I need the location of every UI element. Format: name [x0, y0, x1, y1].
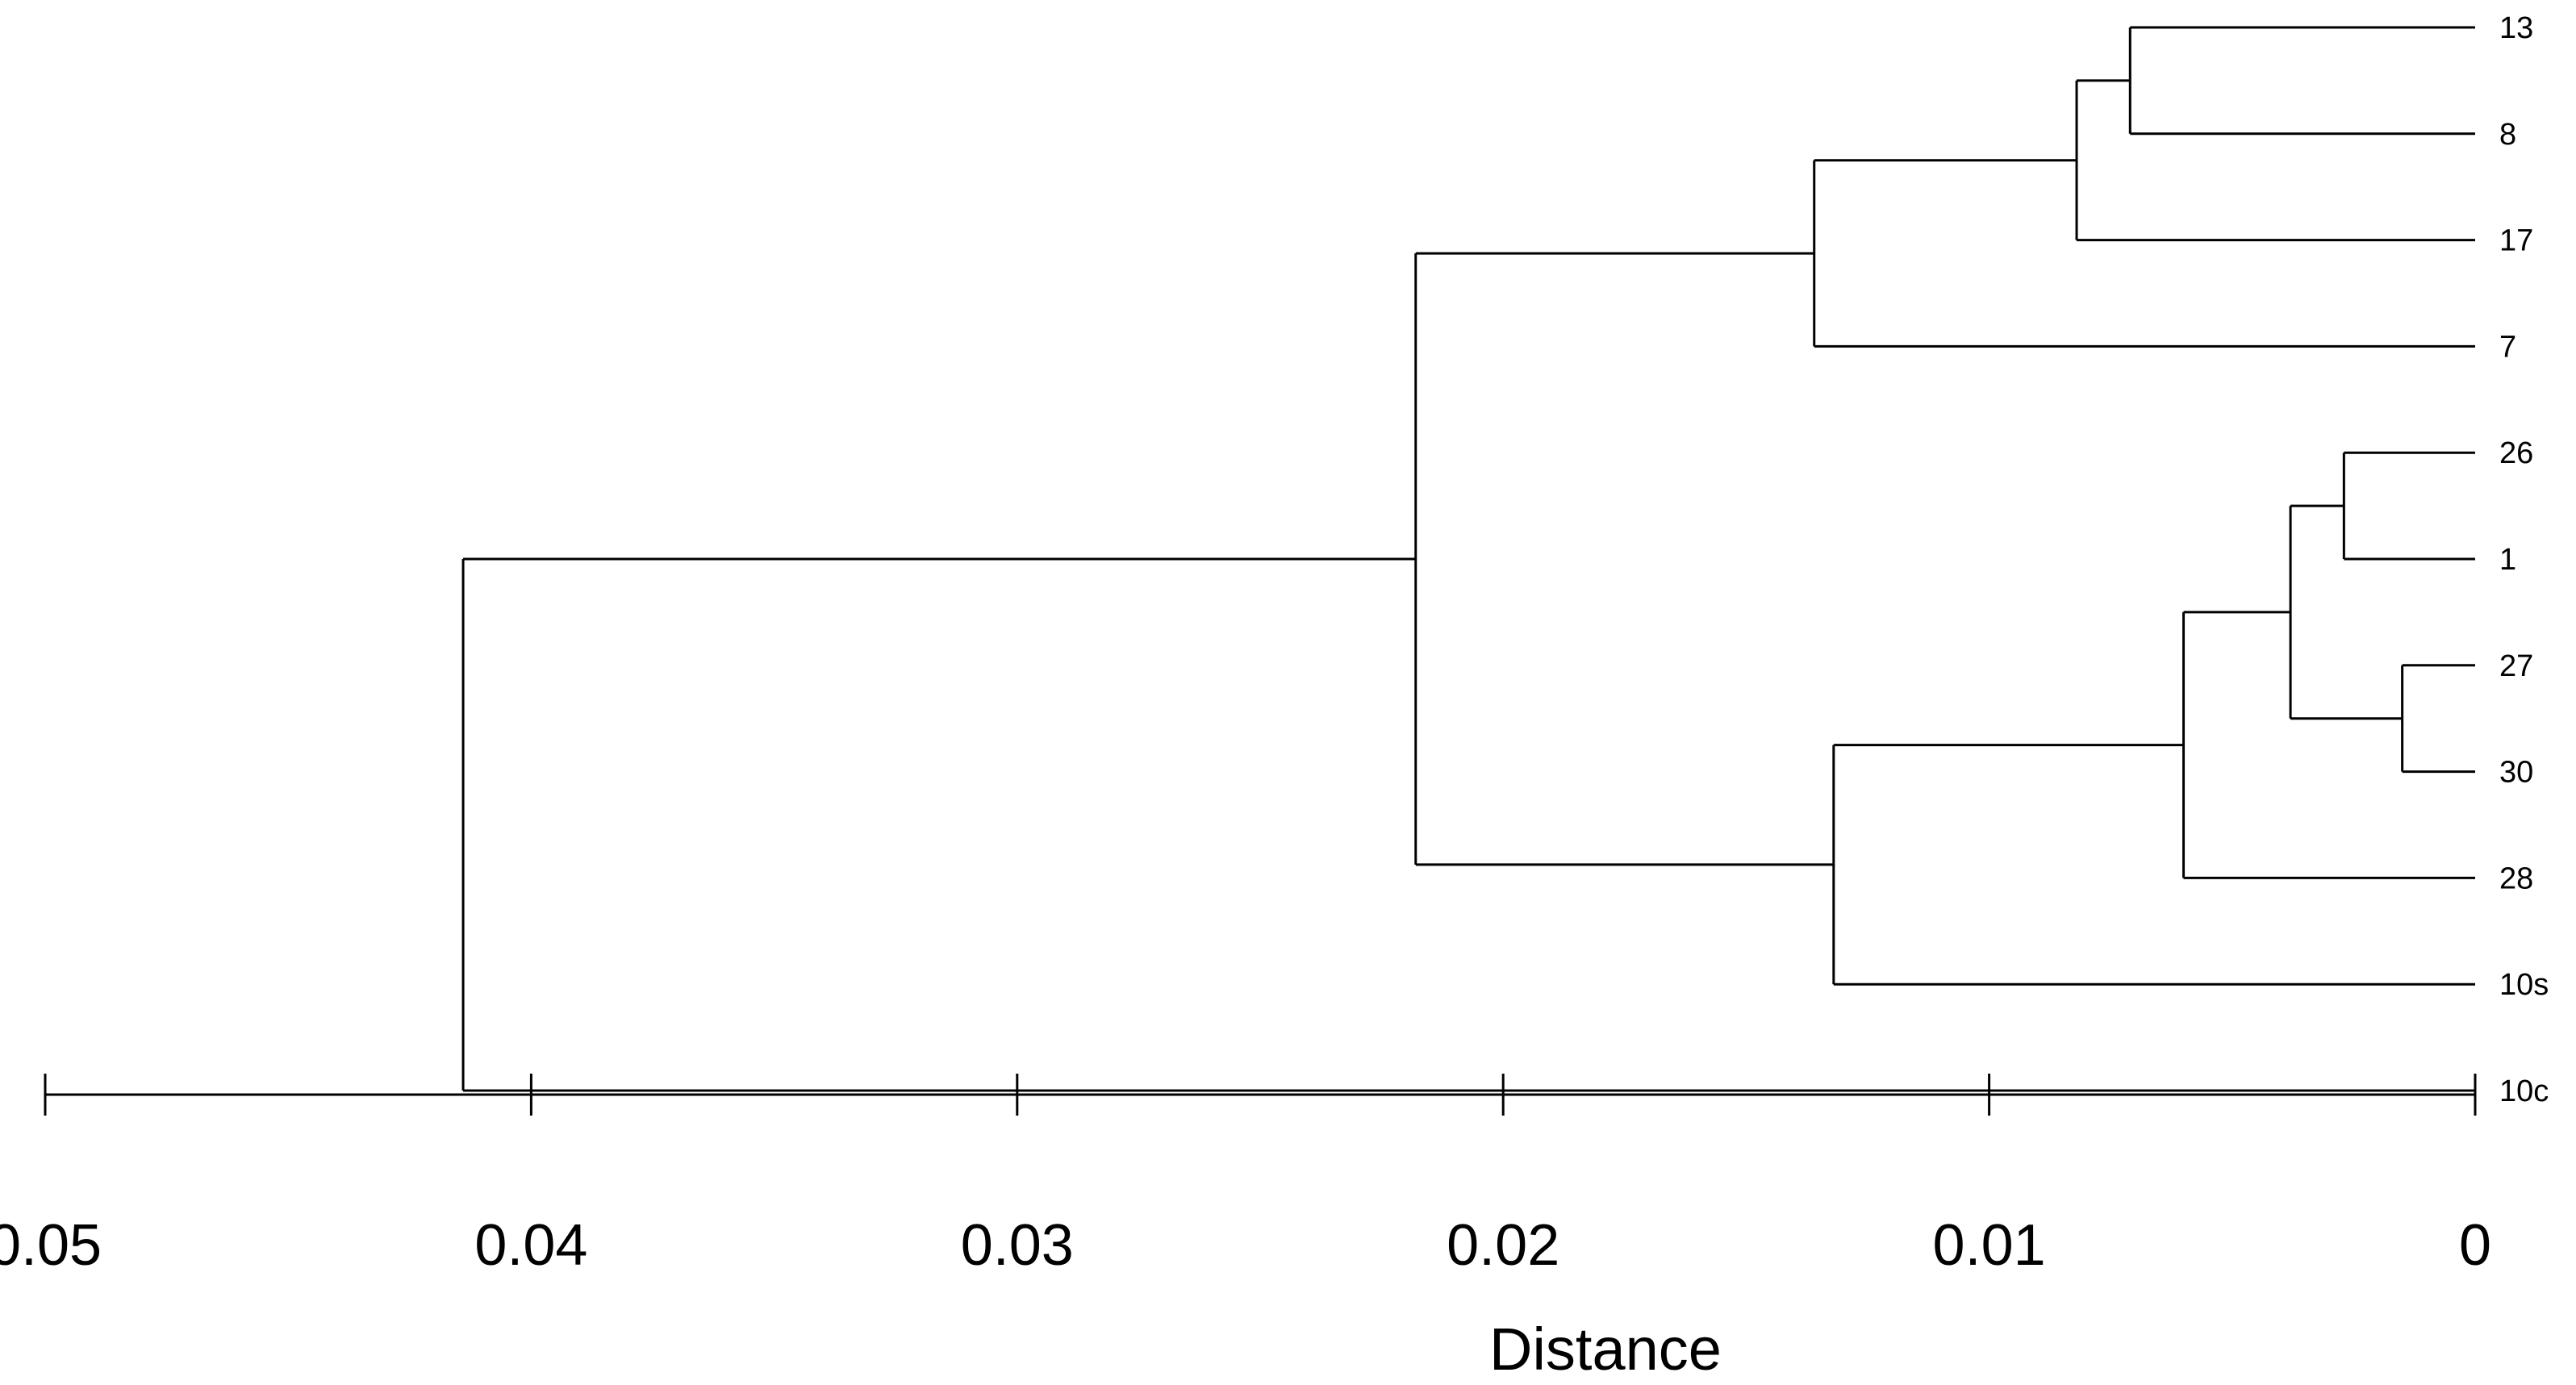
x-axis-title: Distance: [1489, 1316, 1722, 1383]
leaf-label: 10s: [2499, 968, 2549, 1002]
tick-label: 0.03: [961, 1213, 1074, 1278]
leaf-label: 13: [2499, 11, 2533, 45]
leaf-label: 1: [2499, 543, 2516, 577]
leaf-label: 8: [2499, 118, 2516, 152]
tick-label: 0.01: [1933, 1213, 2046, 1278]
tick-label: 0.05: [0, 1213, 102, 1278]
distance-axis: 0.05 0.04 0.03 0.02 0.01 0: [0, 1074, 2491, 1278]
leaf-labels: 13 8 17 7 26 1 27 30 28 10s 10c: [2499, 11, 2549, 1108]
leaf-label: 26: [2499, 436, 2533, 470]
leaf-label: 27: [2499, 649, 2533, 683]
dendrogram-branches: [461, 26, 2475, 1092]
leaf-label: 30: [2499, 756, 2533, 790]
tick-label: 0: [2459, 1213, 2491, 1278]
leaf-label: 7: [2499, 330, 2516, 364]
tick-label: 0.02: [1447, 1213, 1559, 1278]
leaf-label: 17: [2499, 224, 2533, 258]
tick-label: 0.04: [474, 1213, 587, 1278]
leaf-label: 28: [2499, 861, 2533, 895]
axis-ticks: 0.05 0.04 0.03 0.02 0.01 0: [0, 1074, 2491, 1278]
leaf-label: 10c: [2499, 1074, 2549, 1108]
